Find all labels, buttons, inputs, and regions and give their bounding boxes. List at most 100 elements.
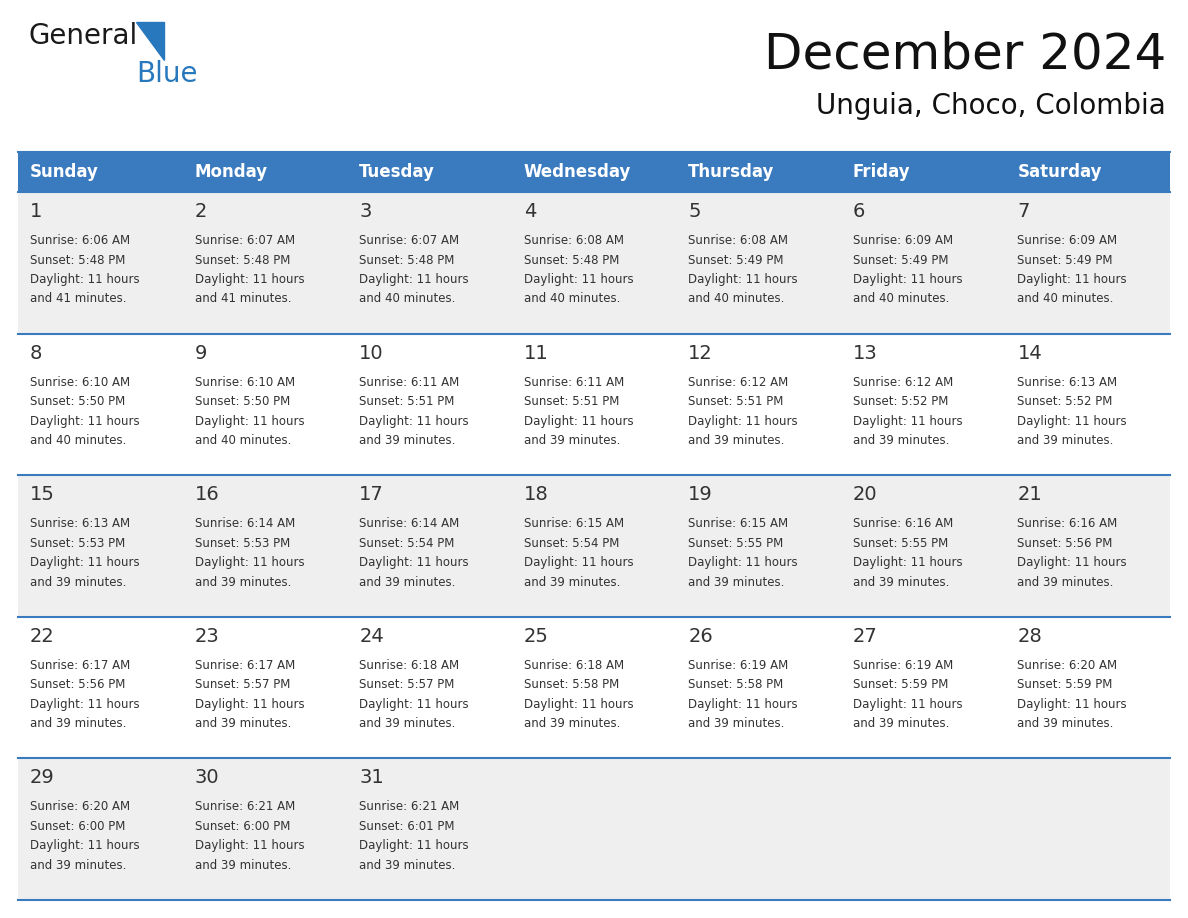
Text: Daylight: 11 hours: Daylight: 11 hours [1017,273,1127,286]
Text: Sunrise: 6:16 AM: Sunrise: 6:16 AM [1017,517,1118,531]
Bar [18,192,1170,333]
Text: Daylight: 11 hours: Daylight: 11 hours [30,556,140,569]
Text: Sunset: 5:57 PM: Sunset: 5:57 PM [195,678,290,691]
Text: 6: 6 [853,202,865,221]
Polygon shape [135,22,164,60]
Text: Daylight: 11 hours: Daylight: 11 hours [853,698,962,711]
Text: Sunrise: 6:07 AM: Sunrise: 6:07 AM [195,234,295,247]
Text: Daylight: 11 hours: Daylight: 11 hours [195,839,304,853]
Text: 1: 1 [30,202,43,221]
Text: and 39 minutes.: and 39 minutes. [524,434,620,447]
Text: 5: 5 [688,202,701,221]
Text: 28: 28 [1017,627,1042,645]
Text: Sunrise: 6:08 AM: Sunrise: 6:08 AM [524,234,624,247]
Text: Sunset: 5:48 PM: Sunset: 5:48 PM [30,253,126,266]
Text: Daylight: 11 hours: Daylight: 11 hours [853,415,962,428]
Text: Daylight: 11 hours: Daylight: 11 hours [30,415,140,428]
Text: Sunrise: 6:21 AM: Sunrise: 6:21 AM [359,800,460,813]
Text: 8: 8 [30,343,43,363]
Text: Daylight: 11 hours: Daylight: 11 hours [30,839,140,853]
Text: and 39 minutes.: and 39 minutes. [359,434,455,447]
Text: Daylight: 11 hours: Daylight: 11 hours [359,273,469,286]
Text: 27: 27 [853,627,878,645]
Text: Sunset: 5:55 PM: Sunset: 5:55 PM [853,537,948,550]
Text: and 39 minutes.: and 39 minutes. [524,576,620,588]
Text: Unguia, Choco, Colombia: Unguia, Choco, Colombia [816,92,1165,120]
Text: and 40 minutes.: and 40 minutes. [853,293,949,306]
Text: Tuesday: Tuesday [359,163,435,181]
Text: Daylight: 11 hours: Daylight: 11 hours [688,415,798,428]
Text: Daylight: 11 hours: Daylight: 11 hours [195,415,304,428]
Text: and 40 minutes.: and 40 minutes. [359,293,455,306]
Text: Sunset: 5:49 PM: Sunset: 5:49 PM [1017,253,1113,266]
Text: and 39 minutes.: and 39 minutes. [359,717,455,731]
Text: Sunset: 5:48 PM: Sunset: 5:48 PM [524,253,619,266]
Text: 9: 9 [195,343,207,363]
Bar [18,758,1170,900]
Text: Daylight: 11 hours: Daylight: 11 hours [1017,556,1127,569]
Text: Sunset: 5:54 PM: Sunset: 5:54 PM [359,537,455,550]
Text: Sunrise: 6:11 AM: Sunrise: 6:11 AM [524,375,624,388]
Text: Sunset: 5:56 PM: Sunset: 5:56 PM [1017,537,1113,550]
Bar [18,192,1170,900]
Text: Sunset: 6:01 PM: Sunset: 6:01 PM [359,820,455,833]
Text: and 39 minutes.: and 39 minutes. [1017,434,1114,447]
Text: 26: 26 [688,627,713,645]
Text: and 39 minutes.: and 39 minutes. [688,717,784,731]
Text: Sunrise: 6:11 AM: Sunrise: 6:11 AM [359,375,460,388]
Text: Sunrise: 6:09 AM: Sunrise: 6:09 AM [1017,234,1118,247]
Text: Daylight: 11 hours: Daylight: 11 hours [688,273,798,286]
Text: Daylight: 11 hours: Daylight: 11 hours [1017,698,1127,711]
Text: Daylight: 11 hours: Daylight: 11 hours [853,556,962,569]
Text: General: General [29,22,138,50]
Text: Sunset: 5:50 PM: Sunset: 5:50 PM [195,395,290,409]
Text: Sunset: 5:59 PM: Sunset: 5:59 PM [853,678,948,691]
Text: 10: 10 [359,343,384,363]
Text: Sunrise: 6:21 AM: Sunrise: 6:21 AM [195,800,295,813]
Text: Sunset: 5:48 PM: Sunset: 5:48 PM [195,253,290,266]
Text: Sunset: 5:57 PM: Sunset: 5:57 PM [359,678,455,691]
Bar [18,152,1170,192]
Text: and 40 minutes.: and 40 minutes. [688,293,784,306]
Text: 18: 18 [524,486,549,504]
Text: Wednesday: Wednesday [524,163,631,181]
Bar [18,333,1170,476]
Text: Sunset: 5:49 PM: Sunset: 5:49 PM [853,253,948,266]
Text: Daylight: 11 hours: Daylight: 11 hours [30,698,140,711]
Text: Sunrise: 6:19 AM: Sunrise: 6:19 AM [853,659,953,672]
Text: Thursday: Thursday [688,163,775,181]
Text: Sunset: 5:51 PM: Sunset: 5:51 PM [688,395,784,409]
Text: 17: 17 [359,486,384,504]
Text: and 39 minutes.: and 39 minutes. [853,434,949,447]
Text: Sunset: 5:58 PM: Sunset: 5:58 PM [524,678,619,691]
Text: Sunrise: 6:09 AM: Sunrise: 6:09 AM [853,234,953,247]
Text: Daylight: 11 hours: Daylight: 11 hours [359,839,469,853]
Text: Sunset: 5:58 PM: Sunset: 5:58 PM [688,678,784,691]
Text: 29: 29 [30,768,55,788]
Text: 13: 13 [853,343,878,363]
Text: Sunrise: 6:15 AM: Sunrise: 6:15 AM [524,517,624,531]
Text: Sunset: 5:51 PM: Sunset: 5:51 PM [524,395,619,409]
Text: Daylight: 11 hours: Daylight: 11 hours [524,273,633,286]
Text: 19: 19 [688,486,713,504]
Text: December 2024: December 2024 [764,30,1165,78]
Text: Sunset: 5:52 PM: Sunset: 5:52 PM [1017,395,1113,409]
Text: 16: 16 [195,486,220,504]
Text: Sunrise: 6:20 AM: Sunrise: 6:20 AM [30,800,131,813]
Text: 24: 24 [359,627,384,645]
Text: Sunset: 5:56 PM: Sunset: 5:56 PM [30,678,126,691]
Text: Sunrise: 6:08 AM: Sunrise: 6:08 AM [688,234,789,247]
Text: Monday: Monday [195,163,267,181]
Text: and 39 minutes.: and 39 minutes. [524,717,620,731]
Text: Sunrise: 6:14 AM: Sunrise: 6:14 AM [195,517,295,531]
Text: Sunrise: 6:10 AM: Sunrise: 6:10 AM [30,375,131,388]
Text: Sunrise: 6:12 AM: Sunrise: 6:12 AM [688,375,789,388]
Text: and 39 minutes.: and 39 minutes. [1017,717,1114,731]
Text: Sunset: 5:48 PM: Sunset: 5:48 PM [359,253,455,266]
Text: Sunrise: 6:20 AM: Sunrise: 6:20 AM [1017,659,1118,672]
Text: 14: 14 [1017,343,1042,363]
Text: 21: 21 [1017,486,1042,504]
Text: Daylight: 11 hours: Daylight: 11 hours [853,273,962,286]
Text: Daylight: 11 hours: Daylight: 11 hours [30,273,140,286]
Text: and 41 minutes.: and 41 minutes. [30,293,126,306]
